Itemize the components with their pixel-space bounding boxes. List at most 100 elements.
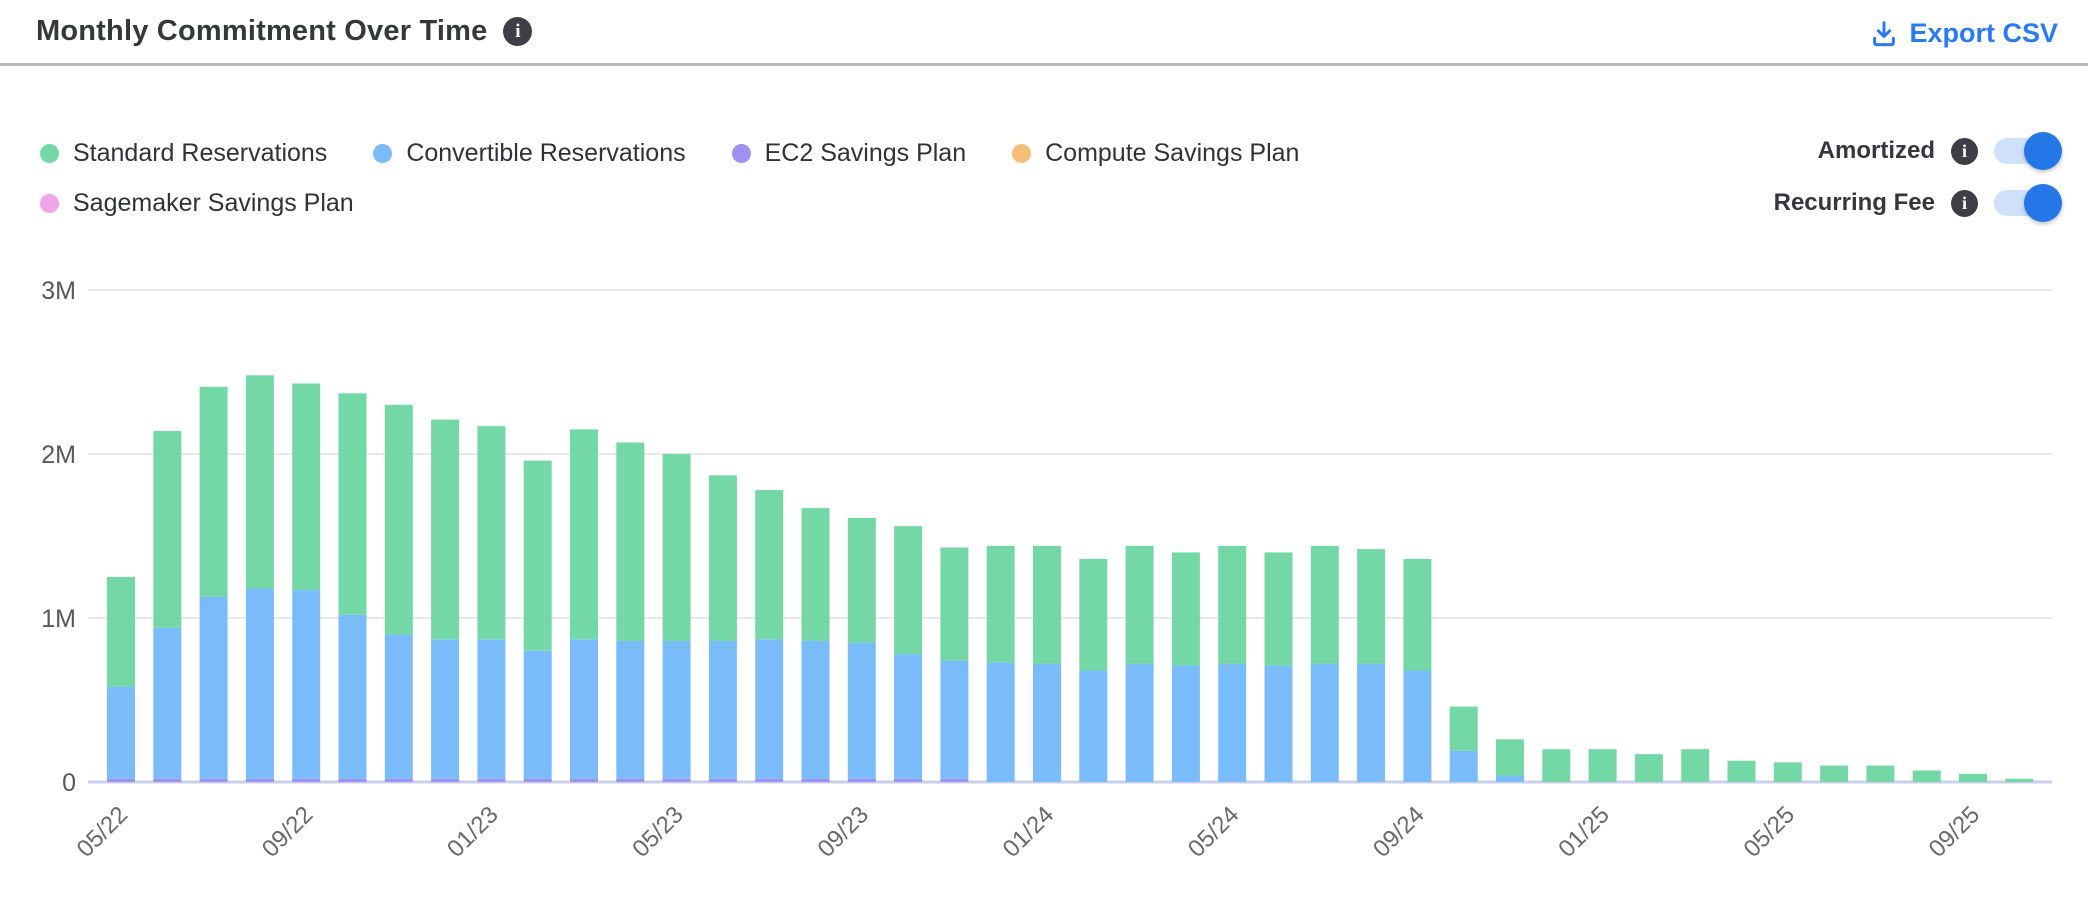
bar-segment: [523, 650, 552, 779]
amortized-label: Amortized: [1817, 137, 1935, 164]
recurring-fee-toggle[interactable]: [1994, 184, 2062, 222]
bar-segment: [1403, 670, 1432, 782]
legend-item-compute-savings-plan[interactable]: Compute Savings Plan: [1012, 139, 1299, 168]
bar-segment: [1496, 775, 1524, 782]
recurring-fee-info-icon[interactable]: i: [1951, 189, 1978, 217]
bar-segment: [894, 654, 923, 779]
chart-toggles: Amortized i Recurring Fee i: [1774, 132, 2062, 222]
bar-segment: [199, 596, 228, 779]
legend-label: Sagemaker Savings Plan: [73, 188, 354, 217]
legend-label: EC2 Savings Plan: [764, 138, 967, 167]
bar-05/25: [1773, 762, 1802, 782]
bar-segment: [940, 547, 969, 661]
bar-segment: [1125, 663, 1154, 782]
bar-09/22: [292, 383, 321, 782]
x-tick-09/23: 09/23: [812, 801, 874, 863]
bar-segment: [523, 778, 552, 782]
legend-dot: [40, 193, 59, 213]
bar-segment: [477, 778, 506, 782]
bar-segment: [1820, 765, 1849, 782]
bar-segment: [1264, 665, 1293, 782]
bar-segment: [1681, 749, 1710, 782]
bar-segment: [1033, 545, 1061, 664]
bar-segment: [431, 419, 460, 640]
bar-segment: [1496, 739, 1524, 776]
bar-segment: [477, 639, 506, 779]
bar-segment: [1588, 749, 1617, 782]
bar-segment: [523, 460, 552, 651]
legend-label: Compute Savings Plan: [1045, 138, 1300, 167]
commitment-bar-chart: 0 1M 2M 3M 05/22 09/22 01/23 05/23 09/23 01/24 05/…: [41, 277, 2052, 863]
legend-item-convertible-reservations[interactable]: Convertible Reservations: [373, 139, 686, 168]
x-tick-05/22: 05/22: [72, 801, 134, 863]
bar-segment: [801, 640, 830, 779]
bar-08/23: [801, 508, 830, 782]
bar-segment: [570, 429, 598, 640]
bar-segment: [708, 475, 737, 641]
bar-06/22: [153, 431, 182, 782]
bar-03/24: [1125, 545, 1154, 782]
amortized-toggle[interactable]: [1994, 132, 2062, 170]
bar-09/23: [847, 517, 876, 782]
y-tick-1M: 1M: [41, 605, 76, 633]
bar-segment: [1079, 558, 1108, 671]
bar-04/23: [616, 442, 645, 782]
bar-segment: [616, 442, 645, 641]
bar-segment: [1357, 663, 1386, 782]
bar-segment: [801, 778, 830, 782]
amortized-info-icon[interactable]: i: [1951, 137, 1978, 165]
bar-segment: [847, 642, 876, 779]
bar-segment: [153, 431, 182, 628]
x-tick-09/25: 09/25: [1924, 801, 1986, 863]
bar-segment: [1033, 663, 1061, 782]
bar-segment: [292, 778, 321, 782]
bar-04/24: [1171, 552, 1200, 782]
bar-segment: [1634, 754, 1663, 782]
bar-segment: [1218, 545, 1247, 664]
bar-05/23: [662, 454, 691, 782]
y-tick-0: 0: [62, 769, 76, 797]
bar-segment: [199, 386, 228, 597]
bar-segment: [1773, 762, 1802, 782]
bar-segment: [1264, 552, 1293, 666]
bar-01/25: [1588, 749, 1617, 782]
bar-01/24: [1033, 545, 1061, 782]
amortized-toggle-row: Amortized i: [1774, 132, 2062, 170]
toggle-knob: [2024, 132, 2062, 170]
bar-segment: [107, 686, 135, 779]
bar-10/24: [1449, 706, 1478, 782]
bar-segment: [153, 778, 182, 782]
title-info-icon[interactable]: i: [503, 17, 533, 46]
bar-segment: [1866, 765, 1895, 782]
export-csv-button[interactable]: Export CSV: [1869, 18, 2058, 49]
bar-10/25: [2005, 778, 2034, 782]
page-title: Monthly Commitment Over Time: [36, 15, 488, 47]
bar-12/24: [1542, 749, 1571, 782]
bar-segment: [755, 639, 784, 779]
bar-segment: [1310, 663, 1339, 782]
bar-segment: [199, 778, 228, 782]
bar-segment: [755, 778, 784, 782]
bar-segment: [245, 588, 274, 779]
bar-segment: [755, 490, 784, 640]
bar-segment: [1727, 760, 1756, 782]
bar-01/23: [477, 426, 506, 782]
x-tick-01/24: 01/24: [998, 801, 1060, 863]
toggle-knob: [2024, 184, 2062, 222]
bar-segment: [292, 590, 321, 779]
bar-segment: [1310, 545, 1339, 664]
y-tick-2M: 2M: [41, 441, 76, 469]
legend-item-sagemaker-savings-plan[interactable]: Sagemaker Savings Plan: [40, 189, 354, 218]
legend-row-2: Sagemaker Savings Plan: [40, 184, 1540, 222]
bar-segment: [477, 426, 506, 640]
y-tick-3M: 3M: [41, 277, 76, 305]
legend-item-ec2-savings-plan[interactable]: EC2 Savings Plan: [731, 138, 967, 168]
bar-11/22: [384, 404, 413, 782]
bar-11/24: [1496, 739, 1524, 782]
bar-03/25: [1681, 749, 1710, 782]
bar-02/24: [1079, 558, 1108, 782]
bar-04/25: [1727, 760, 1756, 782]
legend-item-standard-reservations[interactable]: Standard Reservations: [40, 139, 327, 168]
bar-segment: [1449, 750, 1478, 782]
x-tick-01/25: 01/25: [1553, 801, 1615, 863]
